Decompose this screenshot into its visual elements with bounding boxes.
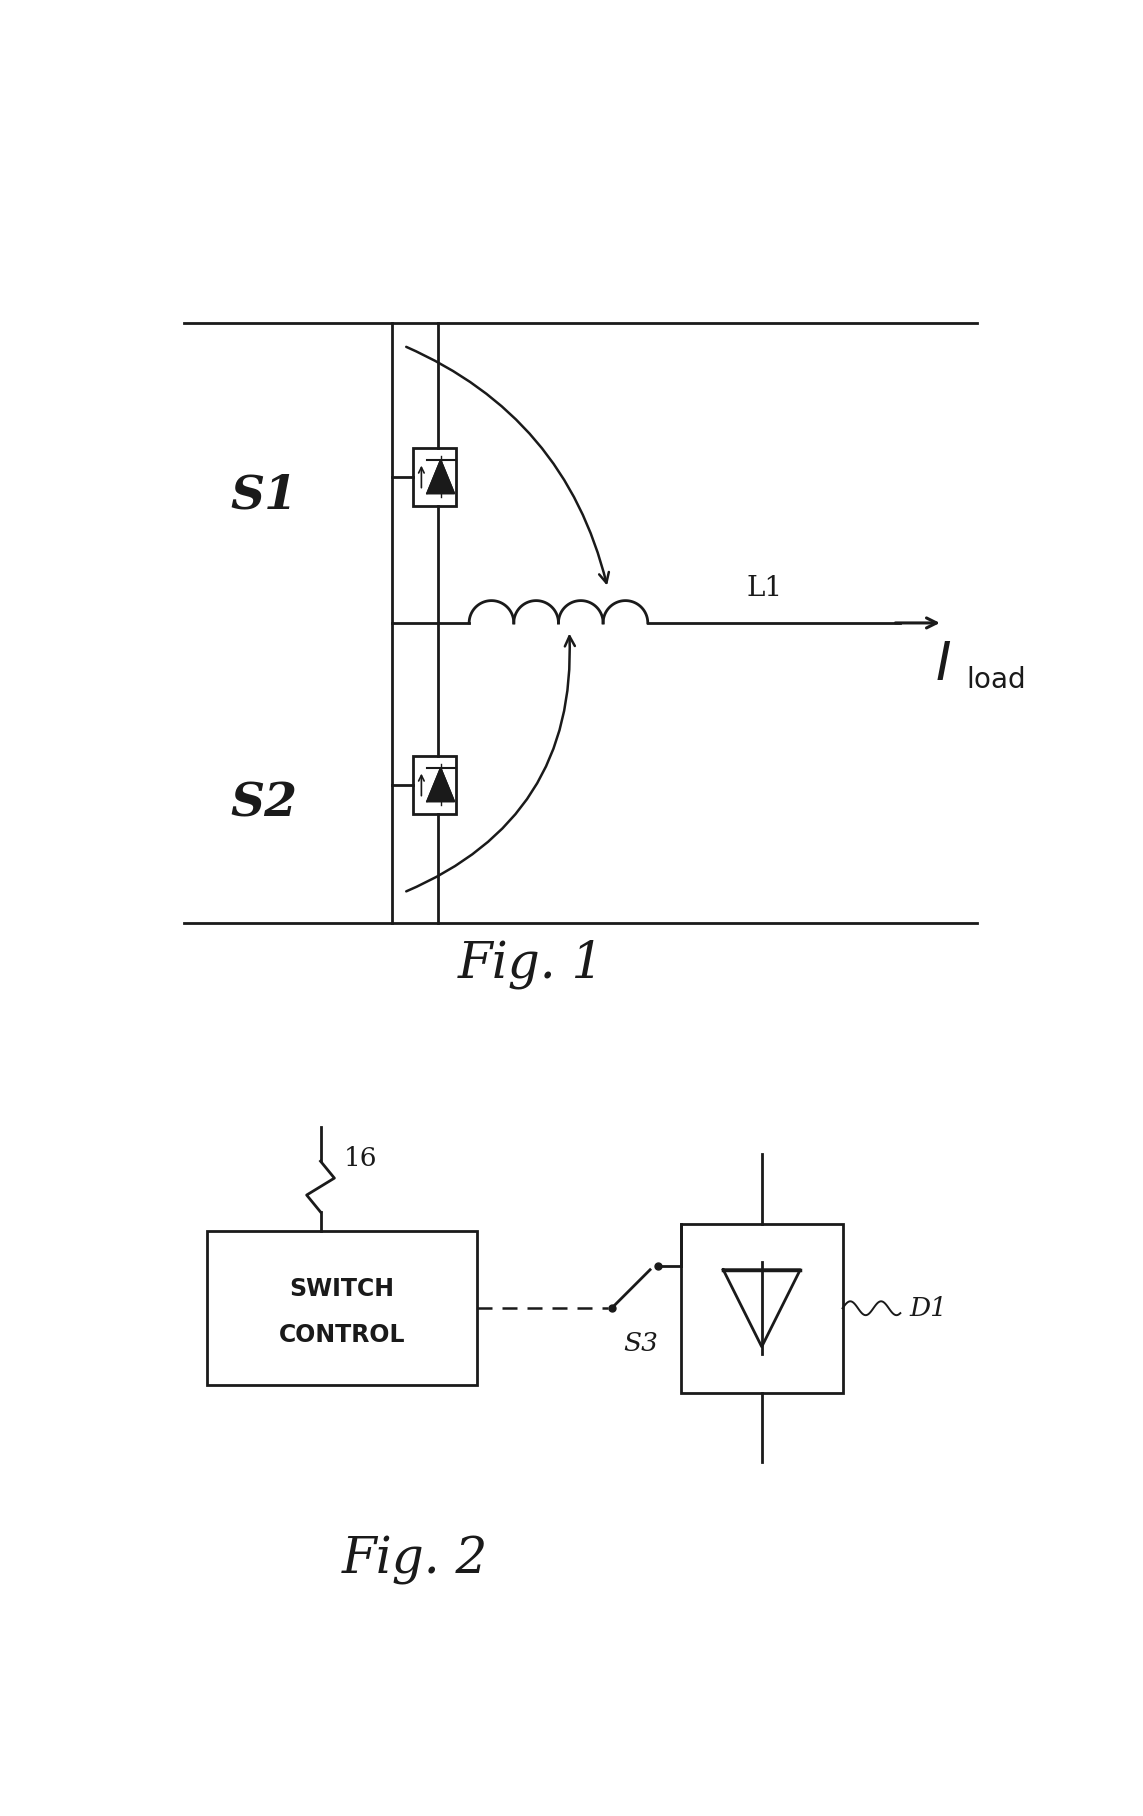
Text: 16: 16 — [344, 1146, 377, 1171]
Text: $\mathit{I}$: $\mathit{I}$ — [935, 639, 951, 690]
Text: S2: S2 — [231, 781, 297, 826]
Text: Fig. 2: Fig. 2 — [342, 1536, 488, 1585]
Text: S1: S1 — [231, 472, 297, 519]
Text: D1: D1 — [910, 1297, 948, 1320]
Polygon shape — [426, 768, 455, 801]
Bar — [414, 449, 456, 505]
Text: Fig. 1: Fig. 1 — [457, 939, 604, 988]
Bar — [207, 1231, 477, 1386]
Text: SWITCH: SWITCH — [289, 1277, 394, 1300]
Text: CONTROL: CONTROL — [279, 1324, 406, 1347]
Text: L1: L1 — [746, 576, 783, 601]
Polygon shape — [426, 459, 455, 494]
FancyArrowPatch shape — [406, 347, 609, 583]
Bar — [414, 755, 456, 814]
Text: S3: S3 — [623, 1331, 658, 1355]
Text: $\mathrm{load}$: $\mathrm{load}$ — [966, 666, 1024, 694]
Bar — [681, 1224, 842, 1393]
FancyArrowPatch shape — [406, 636, 575, 892]
